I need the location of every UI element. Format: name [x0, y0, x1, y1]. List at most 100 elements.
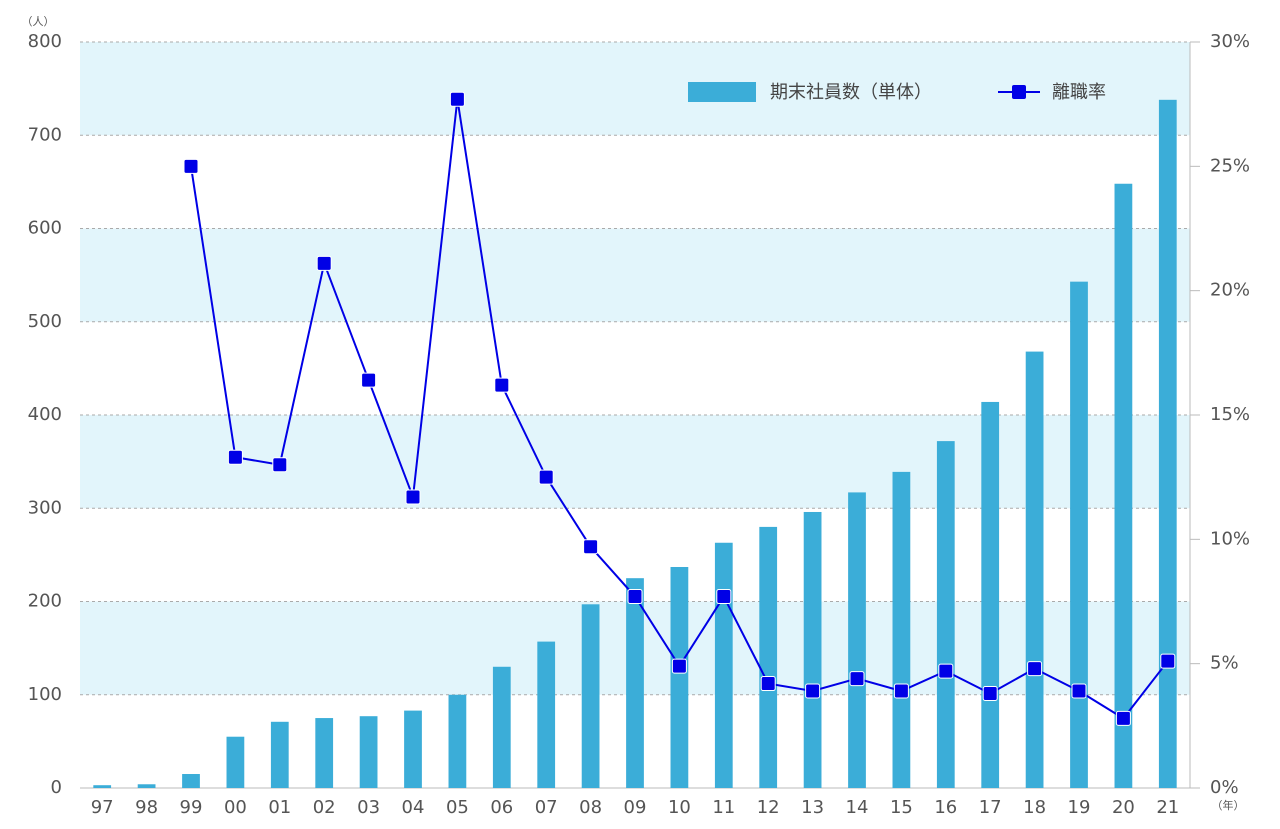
bar [1070, 281, 1088, 788]
y-tick-label: 600 [28, 218, 62, 239]
bar [848, 492, 866, 788]
y-tick-label: 500 [28, 311, 62, 332]
y2-tick-label: 15% [1210, 404, 1250, 425]
x-tick-label: 20 [1112, 797, 1135, 818]
x-tick-label: 19 [1068, 797, 1091, 818]
x-tick-label: 02 [313, 797, 336, 818]
plot-band [80, 42, 1190, 136]
x-tick-label: 08 [579, 797, 602, 818]
bar [537, 641, 556, 788]
x-tick-label: 17 [979, 797, 1002, 818]
point [316, 255, 332, 271]
bar [1158, 99, 1177, 788]
point [1071, 683, 1087, 699]
point [849, 671, 865, 687]
point [538, 469, 554, 485]
point [627, 589, 643, 605]
point [405, 489, 421, 505]
y-tick-label: 300 [28, 497, 62, 518]
point [494, 377, 510, 393]
point [1160, 653, 1176, 669]
y-tick-label: 700 [28, 124, 62, 145]
y-tick-label: 400 [28, 404, 62, 425]
x-tick-label: 21 [1156, 797, 1179, 818]
y-tick-label: 100 [28, 684, 62, 705]
x-unit: （年） [1212, 798, 1245, 812]
bar [581, 604, 600, 788]
point [227, 449, 243, 465]
point [671, 658, 687, 674]
y2-tick-label: 25% [1210, 155, 1250, 176]
x-tick-label: 00 [224, 797, 247, 818]
point [716, 589, 732, 605]
bar [936, 441, 955, 788]
plot-band [80, 135, 1190, 229]
y-unit: （人） [22, 15, 55, 28]
point [893, 683, 909, 699]
plot-band [80, 228, 1190, 322]
point [1115, 710, 1131, 726]
bar [404, 710, 422, 788]
point [449, 91, 465, 107]
x-tick-label: 12 [757, 797, 780, 818]
y2-tick-label: 10% [1210, 528, 1250, 549]
point [1027, 661, 1043, 677]
y2-tick-label: 5% [1210, 653, 1239, 674]
point [805, 683, 821, 699]
legend-swatch [1012, 85, 1026, 99]
bar [182, 774, 200, 788]
bar [714, 542, 733, 788]
legend-swatch [688, 82, 756, 102]
x-tick-label: 14 [846, 797, 869, 818]
bar [670, 566, 689, 788]
x-tick-label: 18 [1023, 797, 1046, 818]
x-tick-label: 99 [180, 797, 203, 818]
x-tick-label: 10 [668, 797, 691, 818]
point [760, 676, 776, 692]
bar [981, 401, 1000, 788]
y-tick-label: 0 [51, 777, 62, 798]
bar [448, 694, 467, 788]
y2-tick-label: 20% [1210, 280, 1250, 301]
plot-band [80, 321, 1190, 415]
bar [626, 578, 644, 788]
x-tick-label: 05 [446, 797, 469, 818]
bar [803, 511, 822, 788]
point [938, 663, 954, 679]
x-tick-label: 13 [801, 797, 824, 818]
y-tick-label: 200 [28, 591, 62, 612]
plot-band [80, 415, 1190, 509]
bar [137, 784, 156, 788]
bar [93, 785, 112, 788]
point [183, 158, 199, 174]
bar [1025, 351, 1044, 788]
bar [492, 666, 511, 788]
bar [226, 736, 245, 788]
x-tick-label: 11 [712, 797, 735, 818]
x-tick-label: 09 [624, 797, 647, 818]
legend-label: 離職率 [1052, 82, 1106, 103]
x-tick-label: 97 [91, 797, 114, 818]
x-tick-label: 03 [357, 797, 380, 818]
y2-tick-label: 30% [1210, 31, 1250, 52]
bar [1114, 183, 1133, 789]
x-tick-label: 06 [490, 797, 513, 818]
x-tick-label: 07 [535, 797, 558, 818]
plot-background [80, 42, 1190, 788]
point [361, 372, 377, 388]
x-tick-label: 98 [135, 797, 158, 818]
x-tick-label: 01 [268, 797, 291, 818]
bar [892, 471, 911, 788]
bar [359, 716, 378, 788]
x-tick-label: 15 [890, 797, 913, 818]
point [272, 457, 288, 473]
y-tick-label: 800 [28, 31, 62, 52]
legend-label: 期末社員数（単体） [770, 82, 932, 103]
x-tick-label: 16 [934, 797, 957, 818]
bar [315, 718, 334, 788]
y2-tick-label: 0% [1210, 777, 1239, 798]
point [583, 539, 599, 555]
x-tick-label: 04 [402, 797, 425, 818]
bar [759, 526, 778, 788]
